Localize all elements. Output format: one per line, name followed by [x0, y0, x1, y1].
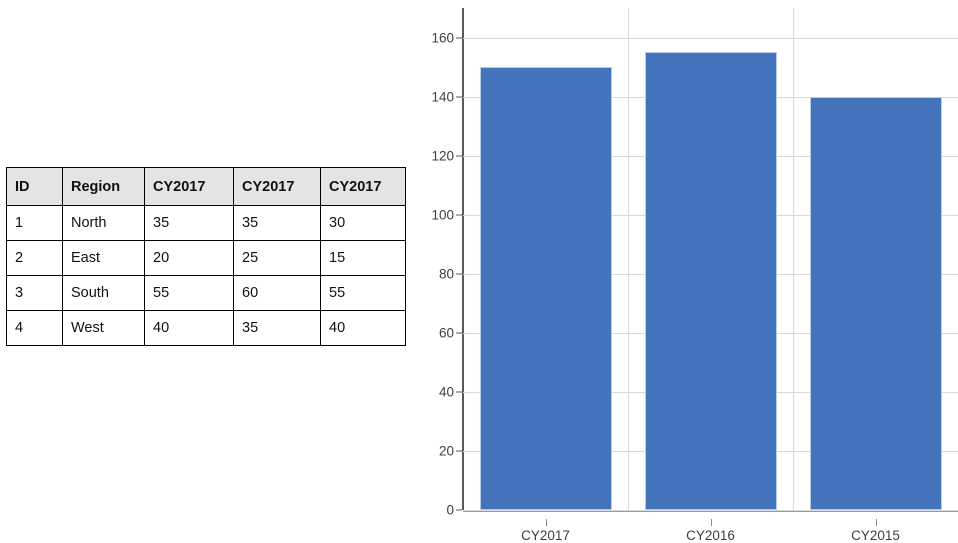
cell-id: 4	[6, 310, 63, 346]
bar-CY2016[interactable]	[644, 52, 777, 510]
data-table-container: ID Region CY2017 CY2017 CY2017 1 North 3…	[6, 167, 406, 346]
cell-value-1: 55	[144, 275, 234, 311]
cell-region: South	[62, 275, 145, 311]
column-header-value-2: CY2017	[233, 167, 321, 206]
x-tick-mark	[875, 519, 877, 526]
y-axis-tick-label: 140	[431, 89, 454, 105]
x-gridline	[793, 8, 794, 510]
x-tick-mark	[545, 519, 547, 526]
cell-value-1: 35	[144, 205, 234, 241]
cell-value-3: 55	[320, 275, 406, 311]
y-tick-mark	[456, 273, 462, 275]
table-row: 1 North 35 35 30	[6, 205, 406, 241]
x-axis-tick-label: CY2017	[521, 528, 570, 543]
cell-value-3: 30	[320, 205, 406, 241]
x-gridline	[628, 8, 629, 510]
cell-id: 3	[6, 275, 63, 311]
y-axis-tick-label: 40	[438, 384, 454, 400]
y-axis-tick-label: 80	[438, 266, 454, 282]
y-axis-tick-label: 100	[431, 207, 454, 223]
y-tick-mark	[456, 155, 462, 157]
y-axis-tick-label: 20	[438, 443, 454, 459]
bar-CY2015[interactable]	[809, 96, 942, 510]
y-axis-tick-label: 120	[431, 148, 454, 164]
x-axis-tick-label: CY2016	[686, 528, 735, 543]
table-row: 4 West 40 35 40	[6, 310, 406, 346]
y-tick-mark	[456, 450, 462, 452]
cell-value-3: 15	[320, 240, 406, 276]
column-header-value-1: CY2017	[144, 167, 234, 206]
y-gridline	[463, 510, 958, 511]
y-tick-mark	[456, 37, 462, 39]
y-axis-tick-label: 60	[438, 325, 454, 341]
y-gridline	[463, 37, 958, 39]
regional-values-table: ID Region CY2017 CY2017 CY2017 1 North 3…	[6, 167, 406, 346]
y-tick-mark	[456, 96, 462, 98]
y-tick-mark	[456, 509, 462, 511]
y-axis-tick-label: 0	[446, 502, 454, 518]
cell-value-2: 35	[233, 310, 321, 346]
cell-value-2: 25	[233, 240, 321, 276]
table-header-row: ID Region CY2017 CY2017 CY2017	[6, 167, 406, 206]
cell-value-2: 35	[233, 205, 321, 241]
table-row: 3 South 55 60 55	[6, 275, 406, 311]
x-axis-tick-label: CY2015	[851, 528, 900, 543]
table-row: 2 East 20 25 15	[6, 240, 406, 276]
bar-CY2017[interactable]	[479, 67, 612, 510]
cell-value-1: 20	[144, 240, 234, 276]
cell-value-2: 60	[233, 275, 321, 311]
cell-value-1: 40	[144, 310, 234, 346]
y-axis-line	[462, 8, 464, 510]
column-header-id: ID	[6, 167, 63, 206]
y-tick-mark	[456, 391, 462, 393]
column-header-value-3: CY2017	[320, 167, 406, 206]
plot-area: 0 20 40 60 80 100 120 140 160 CY2017 CY2016 CY2015	[431, 8, 958, 543]
bar-chart: 0 20 40 60 80 100 120 140 160 CY2017 CY2016 CY2015	[416, 0, 958, 543]
y-tick-mark	[456, 214, 462, 216]
cell-value-3: 40	[320, 310, 406, 346]
cell-id: 1	[6, 205, 63, 241]
y-axis-tick-label: 160	[431, 30, 454, 46]
cell-id: 2	[6, 240, 63, 276]
y-tick-mark	[456, 332, 462, 334]
cell-region: East	[62, 240, 145, 276]
column-header-region: Region	[62, 167, 145, 206]
cell-region: West	[62, 310, 145, 346]
x-tick-mark	[710, 519, 712, 526]
cell-region: North	[62, 205, 145, 241]
